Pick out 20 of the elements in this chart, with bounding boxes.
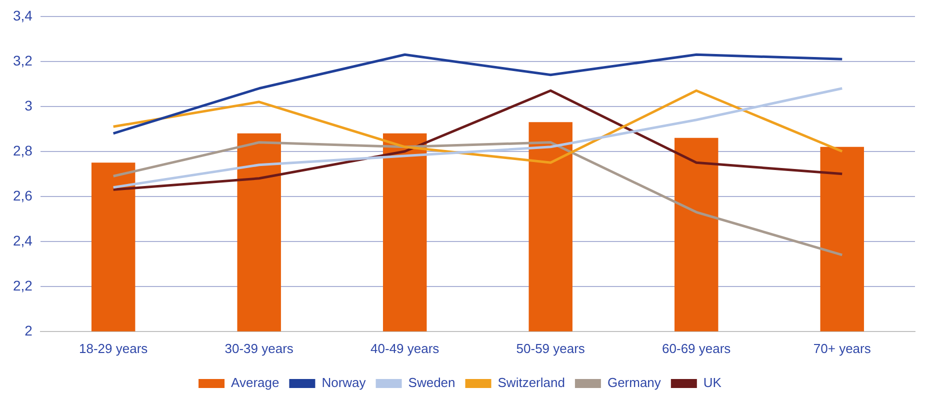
legend-label: Switzerland <box>498 375 565 390</box>
x-tick-label: 40-49 years <box>370 340 440 356</box>
y-tick-label: 2,4 <box>12 232 33 248</box>
legend-label: Sweden <box>408 375 456 390</box>
y-tick-label: 3,4 <box>12 7 33 24</box>
x-tick-label: 50-59 years <box>516 340 586 356</box>
y-tick-label: 2 <box>24 322 33 338</box>
y-tick-label: 2,8 <box>12 142 33 158</box>
y-tick-label: 2,2 <box>12 277 33 294</box>
x-tick-label: 70+ years <box>813 340 872 356</box>
y-tick-label: 2,6 <box>12 187 33 204</box>
legend-label: Average <box>231 375 280 390</box>
y-tick-label: 3 <box>24 97 33 114</box>
x-tick-label: 30-39 years <box>224 340 294 356</box>
y-tick-label: 3,2 <box>12 52 33 68</box>
legend-label: Germany <box>607 375 662 390</box>
x-tick-label: 60-69 years <box>662 340 732 356</box>
legend-label: UK <box>703 375 722 390</box>
legend-label: Norway <box>322 375 366 390</box>
x-tick-label: 18-29 years <box>79 340 148 356</box>
